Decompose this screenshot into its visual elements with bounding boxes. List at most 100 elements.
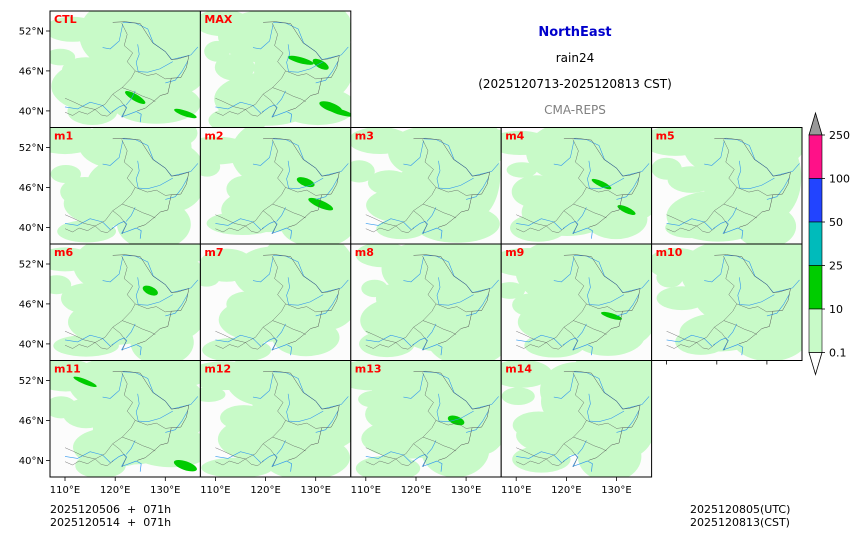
province-border <box>272 87 306 102</box>
river <box>704 257 725 283</box>
river <box>426 440 437 455</box>
coastline <box>713 220 744 239</box>
colorbar-segment <box>808 178 823 223</box>
river <box>553 140 575 166</box>
coastline <box>562 453 593 472</box>
province-border <box>666 342 697 349</box>
heavy-rain-patch <box>296 177 315 188</box>
light-rain-area <box>350 127 502 243</box>
light-rain-blob <box>97 43 157 86</box>
province-border <box>395 225 415 233</box>
coastline <box>111 220 142 239</box>
coastline <box>412 337 443 356</box>
panel-label: m7 <box>204 246 223 259</box>
panel-max: MAX <box>199 10 352 128</box>
light-rain-blob <box>584 199 648 240</box>
river <box>102 140 123 166</box>
light-rain-area <box>355 244 502 361</box>
panel-m9: m9 <box>500 243 653 361</box>
light-rain-blob <box>200 156 221 177</box>
y-tick-label: 40°N <box>19 339 44 350</box>
light-rain-blob <box>60 177 110 207</box>
river <box>727 207 738 222</box>
light-rain-blob <box>226 291 267 317</box>
light-rain-blob <box>200 387 226 402</box>
river <box>704 140 725 166</box>
light-rain-area <box>501 244 652 358</box>
river <box>64 101 111 114</box>
light-rain-blob <box>202 337 272 361</box>
light-rain-blob <box>279 87 351 126</box>
river <box>577 207 587 222</box>
heavy-rain-patch <box>308 197 334 211</box>
river <box>666 218 713 231</box>
light-rain-blob <box>455 244 502 270</box>
light-rain-blob <box>258 262 324 312</box>
province-border <box>435 303 473 313</box>
colorbar-extend-max <box>808 111 823 136</box>
river <box>286 160 324 190</box>
coastline <box>111 337 142 356</box>
panel-label: m12 <box>204 363 231 376</box>
panel-m1: m1 52°N 46°N 40°N <box>19 127 201 245</box>
model-title: CMA-REPS <box>544 103 606 117</box>
panel-label: m9 <box>505 246 524 259</box>
light-rain-blob <box>510 214 567 242</box>
light-rain-blob <box>280 201 351 244</box>
province-border <box>413 327 428 351</box>
province-border <box>64 139 136 227</box>
light-rain-blob <box>204 40 230 62</box>
init-time-line-2: 2025120514 + 071h <box>50 516 172 529</box>
y-tick-label: 40°N <box>19 456 44 467</box>
x-tick-label: 110°E <box>501 485 531 496</box>
national-border <box>563 137 641 228</box>
province-border <box>546 342 565 350</box>
coastline <box>562 337 593 356</box>
province-border <box>285 420 322 429</box>
x-tick-label: 110°E <box>351 485 381 496</box>
panel-m5: m5 <box>651 127 803 245</box>
heavy-rain-patch <box>174 108 197 119</box>
province-border <box>413 443 428 468</box>
river <box>737 160 775 190</box>
province-border <box>135 70 172 80</box>
light-rain-blob <box>105 392 158 434</box>
y-tick-label: 46°N <box>19 183 44 194</box>
light-rain-blob <box>130 319 194 361</box>
river <box>215 101 262 114</box>
river <box>125 440 136 455</box>
light-rain-blob <box>75 453 126 477</box>
x-tick-label: 130°E <box>150 485 180 496</box>
province-border <box>272 203 306 219</box>
province-border <box>422 203 457 219</box>
heavy-rain-patch <box>142 285 158 296</box>
river <box>553 373 575 399</box>
river <box>276 207 286 222</box>
province-border <box>666 255 738 343</box>
national-border <box>112 137 190 228</box>
panel-label: m3 <box>355 130 374 143</box>
province-border <box>262 94 277 118</box>
light-rain-blob <box>512 293 552 317</box>
light-rain-blob <box>367 170 411 196</box>
panel-m14: m14 110°E 120°E 130°E <box>500 360 653 496</box>
province-border <box>586 420 623 429</box>
light-rain-blob <box>729 306 802 361</box>
river <box>436 160 474 190</box>
river <box>215 451 262 464</box>
river <box>252 257 274 283</box>
light-rain-area <box>501 127 652 242</box>
coastline <box>261 453 292 472</box>
province-border <box>563 210 578 235</box>
light-rain-blob <box>511 175 562 209</box>
province-border <box>395 342 415 350</box>
province-border <box>215 458 246 466</box>
national-border <box>263 21 340 112</box>
province-border <box>736 187 773 196</box>
panel-label: m10 <box>656 246 683 259</box>
light-rain-blob <box>50 275 72 295</box>
valid-time-line-1: 2025120805(UTC) <box>690 503 791 516</box>
panel-label: MAX <box>204 13 232 26</box>
colorbar: 250 100 50 25 10 0.1 <box>808 111 850 376</box>
light-rain-blob <box>414 205 500 243</box>
